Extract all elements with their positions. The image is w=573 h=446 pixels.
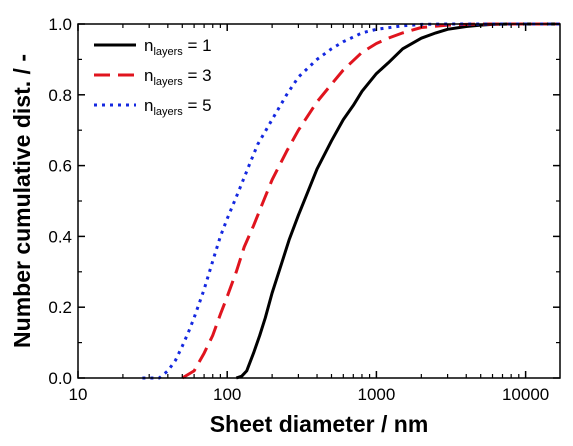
legend-subscript: layers (153, 46, 183, 58)
series-line-3 (142, 22, 560, 380)
y-tick-label: 0.2 (48, 298, 72, 317)
legend-main: n (144, 96, 153, 115)
legend-subscript: layers (153, 106, 183, 118)
ticks-layer: 0.0 0.2 0.4 0.6 0.8 1.0 10 100 1000 10000 (48, 15, 560, 404)
legend-label-3: nlayers = 5 (144, 96, 212, 118)
y-tick-label: 1.0 (48, 15, 72, 34)
x-axis-title: Sheet diameter / nm (210, 411, 429, 437)
x-tick-label: 100 (213, 385, 241, 404)
y-tick-label: 0.4 (48, 227, 72, 246)
y-tick-label: 0.0 (48, 369, 72, 388)
legend-main: n (144, 66, 153, 85)
legend-label-2: nlayers = 3 (144, 66, 212, 88)
legend-label-1: nlayers = 1 (144, 36, 212, 58)
legend-value: = 1 (183, 36, 212, 55)
x-tick-label: 10 (69, 385, 88, 404)
series-line-2 (181, 22, 560, 380)
x-tick-label: 1000 (357, 385, 395, 404)
y-tick-label: 0.8 (48, 86, 72, 105)
y-tick-label: 0.6 (48, 157, 72, 176)
legend-value: = 5 (183, 96, 212, 115)
legend-value: = 3 (183, 66, 212, 85)
x-tick-label: 10000 (502, 385, 549, 404)
legend-main: n (144, 36, 153, 55)
y-axis-title: Number cumulative dist. / - (9, 54, 35, 348)
legend-subscript: layers (153, 76, 183, 88)
series-line-1 (235, 22, 560, 380)
